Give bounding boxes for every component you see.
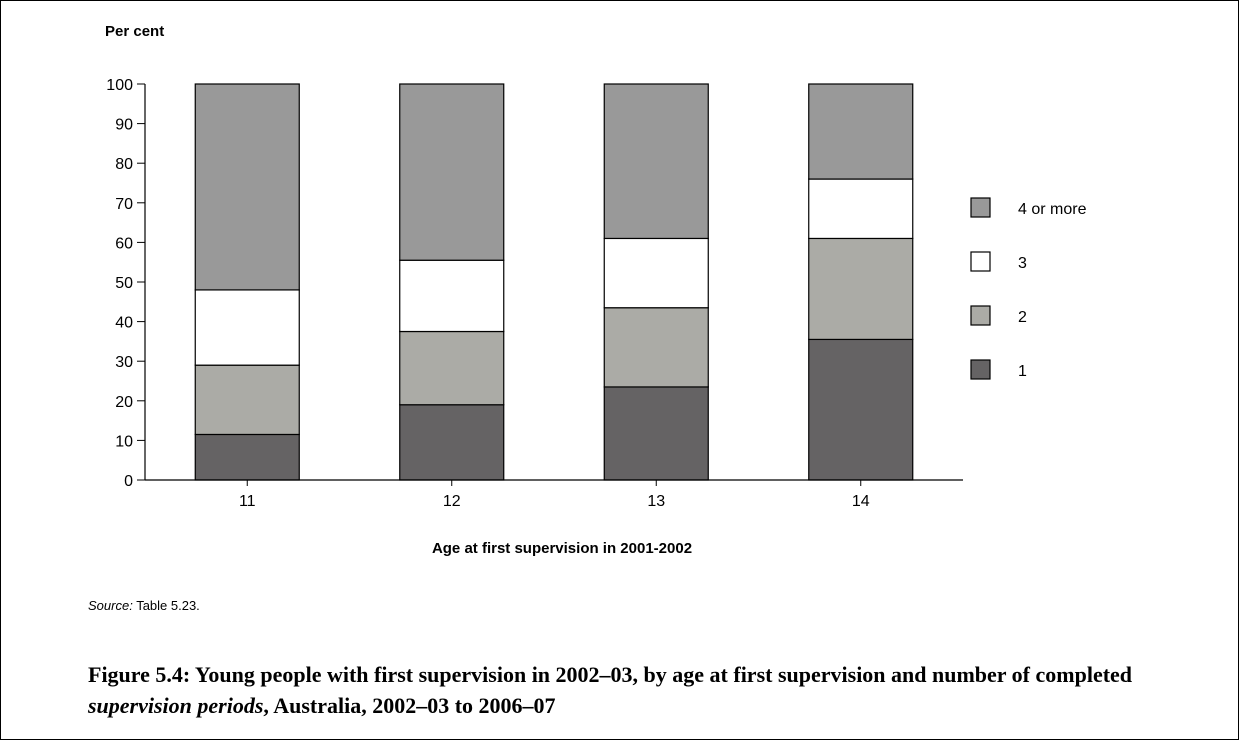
source-text: Table 5.23.: [132, 598, 200, 613]
bar-segment-age-13-series-2: [603, 237, 709, 309]
legend-swatch: [970, 197, 991, 218]
x-tick-label: 11: [239, 493, 256, 510]
bar-segment-age-13-series-0: [603, 386, 709, 481]
bar-segment-age-12-series-2: [399, 259, 505, 333]
figure-caption: Figure 5.4: Young people with first supe…: [88, 660, 1188, 722]
y-tick-label: 30: [115, 354, 133, 371]
y-tick-label: 40: [115, 315, 133, 332]
source-label: Source:: [88, 598, 133, 613]
legend-label: 2: [1018, 309, 1027, 326]
caption-part-2: , Australia, 2002–03 to 2006–07: [263, 692, 556, 718]
bar-segment-age-14-series-0: [808, 338, 914, 481]
bar-segment-age-14-series-3: [808, 83, 914, 180]
bar-segment-age-13-series-1: [603, 307, 709, 388]
legend-label: 1: [1018, 363, 1027, 380]
y-tick-label: 90: [115, 117, 133, 134]
legend-label: 4 or more: [1018, 201, 1087, 218]
y-axis-title: Per cent: [105, 23, 164, 40]
x-tick-label: 14: [852, 493, 870, 510]
bar-segment-age-11-series-0: [194, 433, 300, 481]
y-tick-label: 0: [124, 473, 133, 490]
y-tick-label: 100: [106, 77, 133, 94]
y-tick-label: 70: [115, 196, 133, 213]
x-tick-label: 13: [647, 493, 665, 510]
bar-segment-age-11-series-2: [194, 289, 300, 366]
caption-part-1: Figure 5.4: Young people with first supe…: [88, 662, 1133, 687]
legend: 4 or more 3 2 1: [970, 197, 1087, 380]
bar-segment-age-11-series-1: [194, 364, 300, 436]
bars-group: 11 12 13 14: [194, 83, 914, 510]
legend-swatch: [970, 305, 991, 326]
bar-segment-age-12-series-3: [399, 83, 505, 261]
caption-italic: supervision periods: [88, 692, 264, 718]
x-axis-title: Age at first supervision in 2001-2002: [432, 540, 692, 557]
legend-swatch: [970, 251, 991, 272]
source-note: Source: Table 5.23.: [88, 598, 200, 613]
bar-segment-age-14-series-1: [808, 237, 914, 341]
bar-segment-age-12-series-0: [399, 404, 505, 481]
x-tick-label: 12: [443, 493, 461, 510]
legend-label: 3: [1018, 255, 1027, 272]
y-tick-label: 50: [115, 275, 133, 292]
bar-segment-age-13-series-3: [603, 83, 709, 240]
y-tick-label: 80: [115, 156, 133, 173]
axes-group: 0 10 20 30 40 50 60 70 80 90 100: [106, 77, 963, 490]
y-tick-label: 60: [115, 235, 133, 252]
legend-swatch: [970, 359, 991, 380]
y-tick-label: 10: [115, 433, 133, 450]
bar-segment-age-11-series-3: [194, 83, 300, 291]
y-tick-label: 20: [115, 394, 133, 411]
bar-segment-age-14-series-2: [808, 178, 914, 240]
bar-segment-age-12-series-1: [399, 330, 505, 406]
